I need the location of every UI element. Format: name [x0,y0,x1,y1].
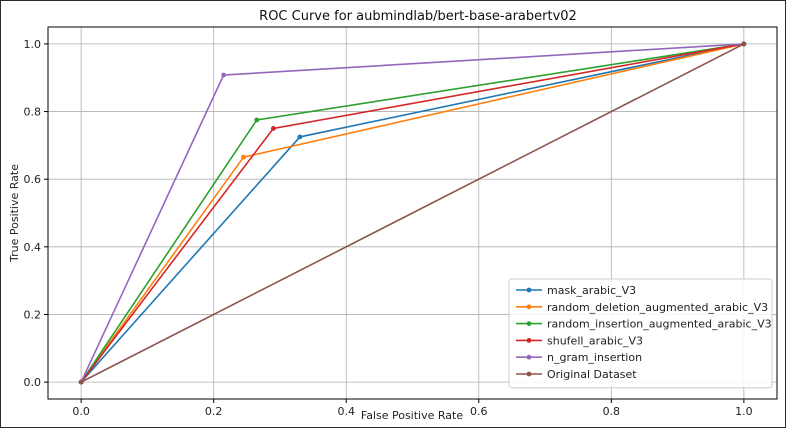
x-axis-label: False Positive Rate [361,409,463,422]
legend-label: n_gram_insertion [547,351,642,364]
y-tick-label: 0.0 [24,376,42,389]
grid [48,27,777,399]
series-point [254,117,260,123]
legend-label: random_insertion_augmented_arabic_V3 [547,318,772,331]
x-tick-label: 0.2 [205,405,223,418]
series-point [78,379,84,385]
series-group [78,41,747,385]
legend-box [508,278,773,389]
plot-area-border [47,26,778,400]
series-point [297,134,303,140]
legend-swatch-marker [526,354,532,360]
series-point [221,72,227,78]
legend-swatch-marker [526,287,532,293]
axis-ticks: 0.0 0.2 0.4 0.6 0.8 1.0 0.0 0.2 0.4 0.6 0.8 1.0 [24,38,753,418]
x-tick-label: 0.6 [470,405,488,418]
chart-title: ROC Curve for aubmindlab/bert-base-arabe… [259,9,577,24]
y-axis-label: True Positive Rate [8,164,21,263]
x-tick-label: 0.8 [603,405,621,418]
legend-swatch-marker [526,371,532,377]
x-tick-label: 0.0 [72,405,90,418]
series-point [270,126,276,131]
series-point [241,154,246,160]
legend-label: shufell_arabic_V3 [547,334,643,347]
y-tick-label: 0.2 [24,308,42,321]
legend-swatch-marker [526,321,532,326]
x-tick-label: 1.0 [735,405,753,418]
series-point [741,41,747,47]
y-tick-label: 0.4 [24,241,42,254]
x-tick-label: 0.4 [337,405,355,418]
y-tick-label: 0.8 [24,106,42,119]
series-line [80,43,745,383]
legend: mask_arabic_V3 random_deletion_augmented_… [508,278,773,389]
legend-label: mask_arabic_V3 [547,284,636,297]
legend-label: random_deletion_augmented_arabic_V3 [547,301,768,314]
legend-swatch-marker [526,338,532,343]
y-tick-label: 0.6 [24,173,42,186]
legend-label: Original Dataset [547,368,637,381]
y-tick-label: 1.0 [24,38,42,51]
legend-swatch-marker [526,304,532,310]
